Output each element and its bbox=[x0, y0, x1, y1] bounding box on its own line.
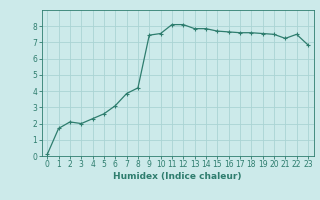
X-axis label: Humidex (Indice chaleur): Humidex (Indice chaleur) bbox=[113, 172, 242, 181]
